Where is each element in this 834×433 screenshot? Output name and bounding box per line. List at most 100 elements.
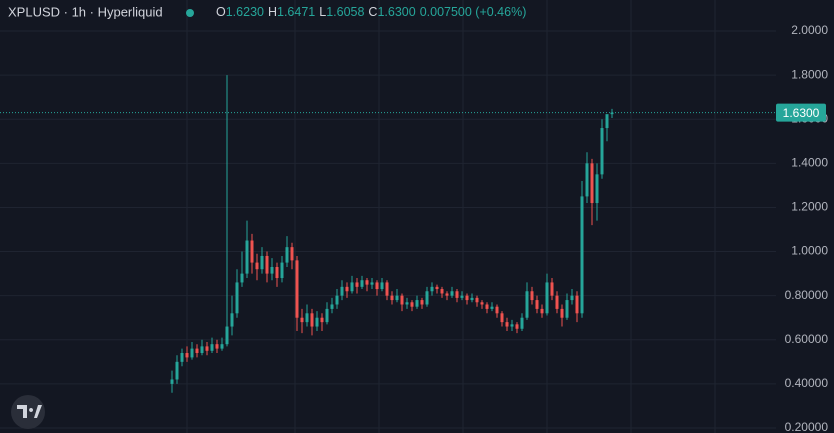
candle-body	[345, 286, 349, 292]
candle-body	[370, 282, 374, 285]
candle-body	[470, 297, 474, 301]
candle-body	[460, 295, 464, 298]
field-value: 1.6471	[277, 5, 315, 19]
candle-body	[320, 317, 324, 323]
tv-logo	[11, 395, 45, 429]
header: XPLUSD · 1h · Hyperliquid	[8, 4, 194, 19]
candle-body	[515, 324, 519, 329]
candle-body	[550, 282, 554, 296]
candles	[0, 75, 776, 393]
candle-body	[540, 308, 544, 314]
candle-body	[350, 282, 354, 292]
candle-body	[565, 300, 569, 318]
candle-body	[310, 313, 314, 327]
candle-body	[230, 313, 234, 327]
candle-body	[290, 247, 294, 261]
axis-bg	[776, 0, 834, 433]
candle-body	[420, 300, 424, 305]
candle-body	[410, 302, 414, 307]
candle-body	[235, 282, 239, 314]
candle-body	[590, 163, 594, 204]
candle-body	[210, 344, 214, 351]
candle-body	[285, 247, 289, 263]
candle-body	[180, 353, 184, 362]
change: 0.007500 (+0.46%)	[420, 5, 527, 19]
candle-body	[270, 266, 274, 274]
field-value: 1.6058	[326, 5, 364, 19]
candle-body	[435, 286, 439, 290]
candle-body	[500, 313, 504, 323]
candle-body	[430, 286, 434, 292]
candle-body	[215, 344, 219, 349]
vertical-grid	[186, 0, 716, 433]
field-key: L	[319, 5, 326, 19]
ohlc-fields: O1.6230 H1.6471 L1.6058 C1.6300 0.007500 (+0…	[216, 5, 526, 19]
candle-body	[425, 291, 429, 305]
candle-body	[275, 266, 279, 279]
candle-body	[190, 348, 194, 358]
candle-body	[325, 308, 329, 323]
candle-body	[240, 273, 244, 283]
field-value: 1.6230	[226, 5, 264, 19]
candle-body	[380, 282, 384, 290]
candle-body	[365, 280, 369, 285]
candle-body	[250, 240, 254, 263]
candle-body	[440, 289, 444, 294]
candle-body	[465, 295, 469, 301]
y-tick-label: 0.80000	[785, 288, 829, 302]
y-tick-label: 2.0000	[791, 23, 828, 37]
y-tick-label: 0.20000	[785, 420, 829, 433]
candle-body	[220, 344, 224, 349]
candle-body	[595, 174, 599, 204]
candle-body	[575, 295, 579, 314]
candle-body	[330, 304, 334, 309]
candle-body	[510, 324, 514, 327]
last-price-label: 1.6300	[783, 106, 820, 120]
y-tick-label: 1.0000	[791, 244, 828, 258]
candle-body	[225, 326, 229, 345]
logo-mark	[17, 405, 42, 418]
candle-body	[400, 295, 404, 305]
field-key: C	[368, 5, 377, 19]
candle-body	[475, 297, 479, 303]
candle-body	[495, 306, 499, 314]
candle-body	[450, 291, 454, 296]
candle-body	[260, 255, 264, 270]
candle-body	[390, 295, 394, 301]
candle-body	[375, 282, 379, 290]
candle-body	[265, 255, 269, 274]
candle-body	[340, 286, 344, 296]
candle-body	[600, 128, 604, 175]
candle-body	[545, 282, 549, 314]
candle-body	[480, 302, 484, 305]
candle-body	[485, 304, 489, 309]
candle-body	[355, 282, 359, 287]
y-tick-label: 1.4000	[791, 156, 828, 170]
candle-body	[505, 322, 509, 327]
field-key: H	[268, 5, 277, 19]
logo-bg	[11, 395, 45, 429]
price-axis: 2.00001.80001.60001.40001.20001.00000.80…	[776, 0, 834, 433]
y-tick-label: 1.8000	[791, 67, 828, 81]
y-tick-label: 1.2000	[791, 200, 828, 214]
symbol: XPLUSD · 1h · Hyperliquid	[8, 4, 163, 19]
candle-body	[200, 346, 204, 354]
candle-body	[205, 346, 209, 351]
candle-body	[280, 262, 284, 279]
status-dot	[186, 9, 194, 17]
candle-body	[245, 240, 249, 274]
y-tick-label: 0.60000	[785, 332, 829, 346]
candle-body	[295, 260, 299, 318]
candle-body	[520, 317, 524, 329]
candle-body	[170, 379, 174, 384]
last-price-box	[776, 103, 826, 122]
candle-body	[185, 353, 189, 358]
candle-body	[585, 163, 589, 197]
candle-body	[605, 114, 609, 129]
field-key: O	[216, 5, 226, 19]
candle-body	[195, 348, 199, 354]
field-value: 1.6300	[377, 5, 415, 19]
candle-body	[560, 308, 564, 318]
candle-body	[385, 282, 389, 296]
candle-body	[395, 295, 399, 301]
